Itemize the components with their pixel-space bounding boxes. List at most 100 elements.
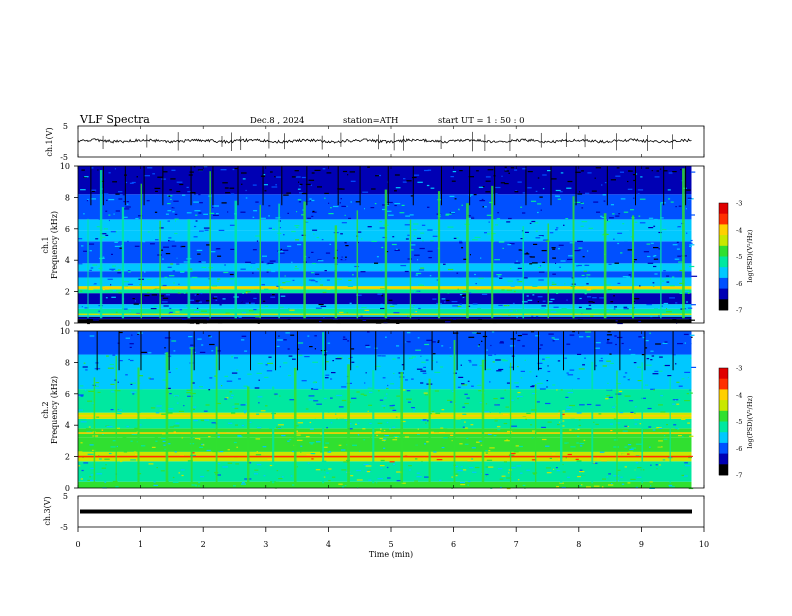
spectrogram-speckle bbox=[682, 436, 684, 438]
spectrogram-dark-streak-15 bbox=[484, 331, 486, 371]
spectrogram-speckle bbox=[447, 430, 454, 432]
spectrogram-speckle bbox=[385, 336, 387, 338]
spectrogram-speckle bbox=[641, 354, 645, 356]
spectrogram-speckle bbox=[623, 308, 628, 310]
spectrogram-speckle bbox=[114, 245, 121, 247]
spectrogram-speckle bbox=[79, 385, 84, 387]
spectrogram-speckle bbox=[203, 213, 208, 215]
spectrogram-speckle bbox=[90, 479, 96, 481]
colorbar-segment bbox=[719, 299, 728, 303]
spectrogram-speckle bbox=[647, 262, 654, 264]
spectrogram-speckle bbox=[569, 429, 572, 431]
spectrogram-speckle bbox=[349, 270, 352, 272]
spectrogram-speckle bbox=[309, 198, 312, 200]
spectrogram-speckle bbox=[308, 299, 311, 301]
spectrogram-speckle bbox=[677, 343, 683, 345]
spectrogram-speckle bbox=[627, 308, 629, 310]
spectrogram-burst-2 bbox=[137, 367, 140, 484]
spectrogram-band-5 bbox=[78, 418, 692, 429]
colorbar-segment bbox=[719, 256, 728, 260]
spectrogram-speckle bbox=[627, 444, 632, 446]
spectrogram-speckle bbox=[406, 398, 412, 400]
spectrogram-speckle bbox=[411, 378, 414, 380]
spectrogram-speckle bbox=[191, 484, 197, 486]
spectrogram-speckle bbox=[338, 188, 345, 190]
spectrogram-speckle bbox=[619, 368, 624, 370]
spectrogram-speckle bbox=[236, 446, 238, 448]
spectrogram-speckle bbox=[252, 272, 254, 274]
spectrogram-speckle bbox=[275, 217, 280, 219]
spectrogram-speckle bbox=[383, 429, 386, 432]
spectrogram-speckle bbox=[220, 169, 227, 171]
spectrogram-speckle bbox=[202, 444, 205, 446]
spectrogram-speckle bbox=[639, 222, 646, 224]
spectrogram-speckle bbox=[184, 206, 187, 208]
spectrogram-speckle bbox=[457, 470, 464, 472]
spectrogram-speckle bbox=[516, 316, 518, 318]
spectrogram-speckle bbox=[485, 191, 491, 193]
spectrogram-speckle bbox=[300, 226, 302, 229]
spectrogram-speckle bbox=[170, 263, 174, 265]
spectrogram-speckle bbox=[376, 340, 381, 342]
spectrogram-burst-15 bbox=[437, 191, 441, 319]
spectrogram-speckle bbox=[502, 247, 504, 249]
spectrogram-speckle bbox=[471, 321, 475, 323]
spectrogram-speckle bbox=[273, 481, 280, 483]
spectrogram-speckle bbox=[171, 245, 177, 247]
spectrogram-speckle bbox=[302, 469, 307, 471]
spectrogram-speckle bbox=[389, 405, 394, 407]
spectrogram-speckle bbox=[647, 203, 651, 205]
spectrogram-speckle bbox=[691, 304, 696, 306]
spectrogram-speckle bbox=[183, 261, 190, 263]
spectrogram-speckle bbox=[256, 240, 259, 242]
spectrogram-speckle bbox=[655, 445, 661, 447]
spectrogram-speckle bbox=[229, 187, 235, 189]
spectrogram-speckle bbox=[542, 174, 547, 176]
spectrogram-speckle bbox=[198, 194, 201, 196]
spectrogram-speckle bbox=[144, 175, 150, 177]
spectrogram-speckle bbox=[157, 409, 159, 411]
spectrogram-speckle bbox=[571, 343, 574, 345]
spectrogram-speckle bbox=[608, 396, 613, 398]
spectrogram-speckle bbox=[104, 481, 107, 483]
spectrogram-speckle bbox=[619, 302, 626, 304]
spectrogram-dark-streak-13 bbox=[431, 331, 433, 371]
spectrogram-speckle bbox=[690, 392, 693, 394]
spectrogram-speckle bbox=[537, 235, 543, 237]
spectrogram-speckle bbox=[242, 454, 247, 456]
spectrogram-speckle bbox=[516, 396, 523, 398]
spectrogram-speckle bbox=[507, 234, 513, 236]
spectrogram-speckle bbox=[509, 366, 514, 368]
spectrogram-speckle bbox=[647, 255, 651, 258]
spectrogram-speckle bbox=[492, 315, 496, 317]
spectrogram-speckle bbox=[118, 292, 122, 294]
spectrogram-burst-20 bbox=[616, 370, 618, 484]
spectrogram-speckle bbox=[169, 216, 172, 218]
spectrogram-speckle bbox=[154, 437, 158, 439]
colorbar-segment bbox=[719, 280, 728, 284]
spectrogram-speckle bbox=[129, 310, 131, 312]
spectrogram-speckle bbox=[197, 169, 203, 171]
spectrogram-speckle bbox=[316, 235, 320, 237]
spectrogram-speckle bbox=[623, 404, 627, 406]
spectrogram-speckle bbox=[198, 485, 200, 487]
spectrogram-speckle bbox=[459, 240, 463, 242]
spectrogram-speckle bbox=[504, 273, 510, 275]
spectrogram-speckle bbox=[457, 288, 459, 290]
colorbar-segment bbox=[719, 416, 728, 420]
spectrogram-speckle bbox=[231, 193, 235, 195]
spectrogram-speckle bbox=[251, 177, 255, 179]
spectrogram-speckle bbox=[631, 446, 638, 448]
spectrogram-speckle bbox=[350, 356, 353, 358]
spectrogram-speckle bbox=[395, 416, 398, 418]
spectrogram-speckle bbox=[115, 311, 118, 313]
spectrogram-ytick-label-0: 0 bbox=[65, 319, 70, 328]
spectrogram-speckle bbox=[178, 410, 185, 412]
spectrogram-speckle bbox=[96, 245, 100, 248]
spectrogram-speckle bbox=[325, 361, 329, 363]
spectrogram-speckle bbox=[529, 344, 532, 346]
spectrogram-speckle bbox=[283, 345, 287, 347]
time-axis-tick-label-6: 6 bbox=[451, 540, 456, 549]
spectrogram-speckle bbox=[468, 176, 474, 178]
colorbar-segment bbox=[719, 283, 728, 287]
